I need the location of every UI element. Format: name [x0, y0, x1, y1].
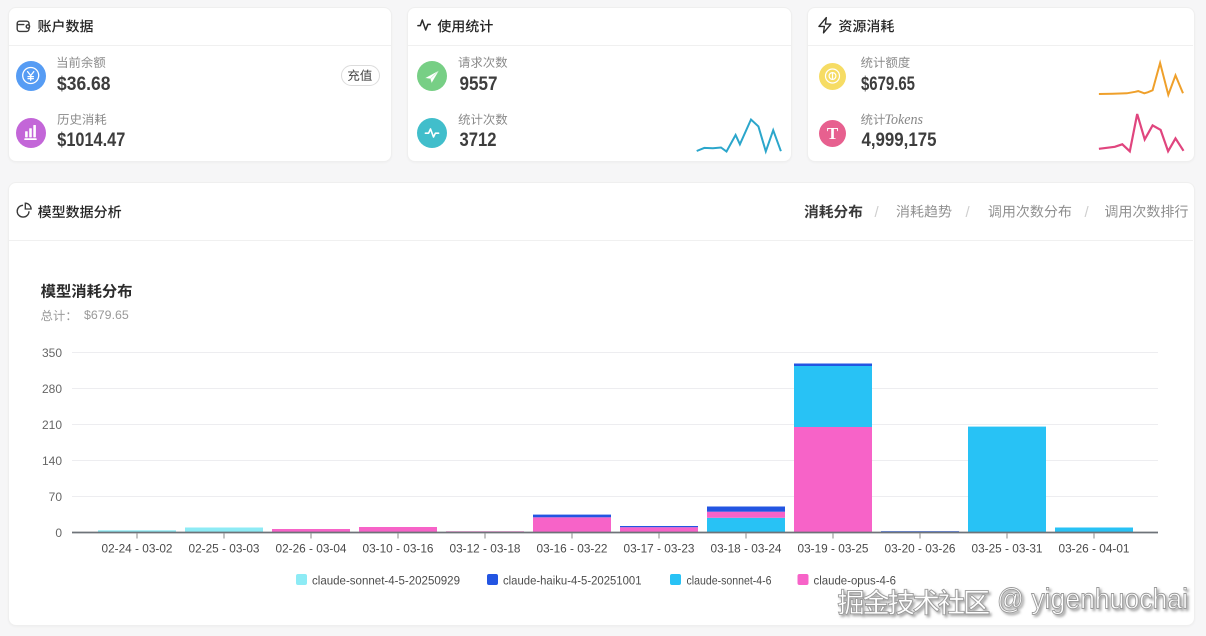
svg-text:$36.68: $36.68 [57, 73, 111, 95]
svg-text:280: 280 [42, 382, 62, 396]
svg-text:140: 140 [42, 454, 62, 468]
svg-text:02-25 - 03-03: 02-25 - 03-03 [189, 542, 260, 556]
svg-text:Tokens: Tokens [885, 112, 924, 128]
svg-text:4,999,175: 4,999,175 [862, 129, 937, 151]
svg-text:350: 350 [42, 346, 62, 360]
svg-text:70: 70 [49, 490, 63, 504]
svg-text:/: / [1085, 204, 1090, 221]
svg-text:claude-sonnet-4-5-20250929: claude-sonnet-4-5-20250929 [312, 573, 460, 587]
svg-text:/: / [875, 204, 880, 221]
svg-text:9557: 9557 [460, 73, 498, 95]
svg-text:$1014.47: $1014.47 [57, 129, 125, 151]
svg-text:02-24 - 03-02: 02-24 - 03-02 [102, 542, 173, 556]
svg-text:claude-opus-4-6: claude-opus-4-6 [814, 573, 897, 587]
svg-text:claude-haiku-4-5-20251001: claude-haiku-4-5-20251001 [503, 573, 642, 587]
svg-text:03-26 - 04-01: 03-26 - 04-01 [1059, 542, 1130, 556]
svg-text:03-17 - 03-23: 03-17 - 03-23 [624, 542, 695, 556]
svg-text:02-26 - 03-04: 02-26 - 03-04 [276, 542, 347, 556]
svg-text:0: 0 [55, 526, 62, 540]
svg-text:@ yigenhuochai: @ yigenhuochai [997, 584, 1188, 616]
svg-text:03-20 - 03-26: 03-20 - 03-26 [885, 542, 956, 556]
svg-text:03-25 - 03-31: 03-25 - 03-31 [972, 542, 1043, 556]
svg-text:$679.65: $679.65 [84, 308, 129, 322]
svg-text:03-16 - 03-22: 03-16 - 03-22 [537, 542, 608, 556]
svg-text:03-12 - 03-18: 03-12 - 03-18 [450, 542, 521, 556]
svg-text:03-18 - 03-24: 03-18 - 03-24 [711, 542, 782, 556]
svg-text:3712: 3712 [460, 129, 497, 151]
svg-text:210: 210 [42, 418, 62, 432]
svg-text:/: / [966, 204, 971, 221]
svg-text:$679.65: $679.65 [861, 73, 915, 95]
svg-text:03-19 - 03-25: 03-19 - 03-25 [798, 542, 869, 556]
svg-text:claude-sonnet-4-6: claude-sonnet-4-6 [687, 573, 772, 587]
svg-text:03-10 - 03-16: 03-10 - 03-16 [363, 542, 434, 556]
